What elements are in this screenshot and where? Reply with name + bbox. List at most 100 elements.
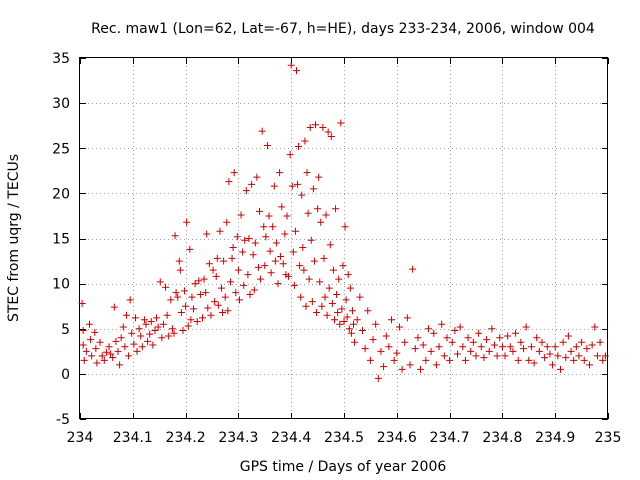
- data-point: [216, 227, 224, 235]
- data-point: [296, 262, 304, 270]
- data-point: [414, 334, 422, 342]
- data-point: [79, 327, 87, 335]
- data-point: [440, 352, 448, 360]
- data-point: [316, 278, 324, 286]
- data-point: [347, 329, 355, 337]
- data-point: [320, 254, 328, 262]
- data-point: [278, 203, 286, 211]
- data-point: [448, 338, 456, 346]
- data-point: [496, 334, 504, 342]
- data-point: [342, 296, 350, 304]
- data-point: [267, 269, 275, 277]
- data-point: [506, 343, 514, 351]
- data-point: [336, 320, 344, 328]
- data-point: [395, 323, 403, 331]
- data-point: [419, 341, 427, 349]
- data-point: [314, 205, 322, 213]
- data-point: [401, 338, 409, 346]
- data-point: [88, 352, 96, 360]
- data-point: [230, 169, 238, 177]
- data-point: [283, 212, 291, 220]
- data-point: [527, 343, 535, 351]
- data-point: [262, 233, 270, 241]
- data-point: [351, 338, 359, 346]
- data-point: [456, 323, 464, 331]
- data-point: [313, 309, 321, 317]
- data-point: [321, 293, 329, 301]
- data-point: [233, 233, 241, 241]
- data-point: [196, 290, 204, 298]
- y-tick-label: 0: [61, 367, 70, 383]
- data-point: [183, 218, 191, 226]
- data-point: [374, 374, 382, 382]
- y-tick-label: 5: [61, 322, 70, 338]
- data-point: [198, 314, 206, 322]
- data-point: [240, 281, 248, 289]
- data-point: [153, 314, 161, 322]
- data-point: [154, 323, 162, 331]
- data-point: [202, 289, 210, 297]
- data-point: [535, 347, 543, 355]
- x-tick-labels: 234 234.1 234.2 234.3 234.4 234.5 234.6 234.7 23…: [67, 430, 622, 446]
- data-point: [488, 325, 496, 333]
- data-point: [570, 356, 578, 364]
- data-point: [177, 309, 185, 317]
- data-point: [346, 284, 354, 292]
- data-point: [299, 244, 307, 252]
- data-point: [200, 275, 208, 283]
- data-point: [250, 286, 258, 294]
- data-point: [451, 327, 459, 335]
- data-point: [315, 173, 323, 181]
- data-point: [562, 354, 570, 362]
- data-point: [186, 245, 194, 253]
- data-point: [472, 352, 480, 360]
- data-point: [345, 325, 353, 333]
- data-point: [195, 277, 203, 285]
- data-point: [156, 278, 164, 286]
- data-point: [80, 356, 88, 364]
- data-point: [140, 316, 148, 324]
- data-point: [343, 313, 351, 321]
- data-point: [358, 327, 366, 335]
- data-point: [393, 349, 401, 357]
- data-point: [525, 356, 533, 364]
- data-point: [248, 180, 256, 188]
- data-point: [109, 354, 117, 362]
- data-point: [297, 293, 305, 301]
- data-point: [110, 303, 118, 311]
- data-point: [332, 205, 340, 213]
- data-point: [330, 316, 338, 324]
- data-point: [469, 338, 477, 346]
- data-point: [78, 299, 86, 307]
- data-point: [211, 298, 219, 306]
- data-point: [572, 343, 580, 351]
- data-point: [322, 211, 330, 219]
- data-point: [117, 334, 125, 342]
- data-point: [102, 348, 110, 356]
- data-point: [591, 323, 599, 331]
- data-point: [128, 329, 136, 337]
- data-point: [480, 354, 488, 362]
- data-point: [372, 320, 380, 328]
- data-point: [348, 307, 356, 315]
- data-point: [253, 173, 261, 181]
- data-point: [353, 316, 361, 324]
- data-point: [179, 327, 187, 335]
- data-point: [207, 311, 215, 319]
- data-point: [163, 311, 171, 319]
- data-point: [554, 352, 562, 360]
- data-point: [212, 272, 220, 280]
- y-axis-label: STEC from uqrg / TECUs: [6, 154, 22, 322]
- data-point: [277, 253, 285, 261]
- data-point: [580, 356, 588, 364]
- data-point: [105, 343, 113, 351]
- data-point: [131, 314, 139, 322]
- data-point: [135, 325, 143, 333]
- data-point: [549, 361, 557, 369]
- data-point: [298, 191, 306, 199]
- data-point: [204, 304, 212, 312]
- data-point: [339, 262, 347, 270]
- data-point: [350, 320, 358, 328]
- data-point: [190, 305, 198, 313]
